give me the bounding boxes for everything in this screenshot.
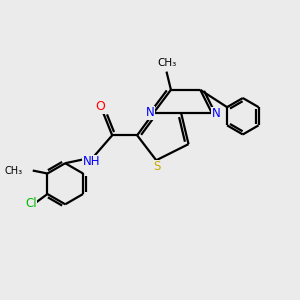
Text: N: N	[146, 106, 154, 119]
Text: CH₃: CH₃	[4, 166, 22, 176]
Text: S: S	[154, 160, 161, 173]
Text: N: N	[212, 107, 221, 120]
Text: Cl: Cl	[25, 197, 37, 210]
Text: O: O	[95, 100, 105, 113]
Text: CH₃: CH₃	[157, 58, 176, 68]
Text: NH: NH	[83, 155, 101, 168]
